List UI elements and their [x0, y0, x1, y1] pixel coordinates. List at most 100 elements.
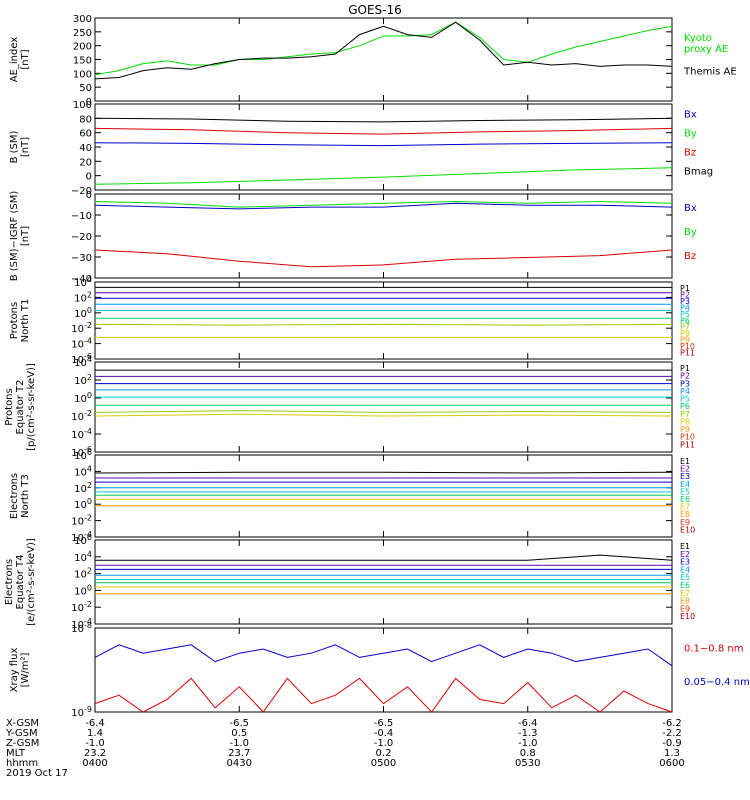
- y-tick-label: 10-2: [71, 514, 92, 528]
- panel-frame: [94, 361, 673, 453]
- tick-exponent: 2: [87, 567, 92, 576]
- ephemeris-value: -1.0: [518, 738, 538, 749]
- y-tick-label: −30: [71, 253, 92, 264]
- panel-frame: [94, 627, 673, 713]
- ephemeris-value: 1.4: [87, 728, 103, 739]
- legend-entry: P11: [680, 349, 695, 358]
- ephemeris-value: 1.3: [664, 748, 680, 759]
- ephemeris-value: -1.3: [518, 728, 538, 739]
- tick-base: 10: [71, 708, 84, 719]
- series-line-0-05-0-4-nm: [94, 644, 673, 667]
- y-tick-label: 102: [74, 567, 92, 581]
- y-axis-label: [W/m²]: [20, 652, 31, 687]
- legend-entry: P8: [680, 417, 690, 426]
- tick-exponent: -6: [84, 445, 92, 454]
- legend-entry: P8: [680, 329, 690, 338]
- y-tick-label: −10: [71, 211, 92, 222]
- legend-entry: P5: [680, 310, 690, 319]
- legend-entry: E4: [680, 480, 690, 489]
- y-axis-label: Xray flux: [9, 648, 20, 693]
- legend-entry: Bx: [684, 203, 697, 214]
- tick-exponent: 0: [87, 306, 92, 315]
- y-tick-label: 102: [74, 481, 92, 495]
- ephemeris-value: 0400: [82, 758, 107, 769]
- series-line-e1: [95, 554, 673, 561]
- tick-exponent: -4: [84, 337, 92, 346]
- y-axis-label: Protons: [9, 302, 20, 339]
- legend-entry: E9: [680, 518, 690, 527]
- ephemeris-value: -1.0: [374, 738, 394, 749]
- tick-exponent: 2: [87, 290, 92, 299]
- legend-entry: P2: [680, 372, 690, 381]
- series-line-p7: [94, 410, 673, 413]
- panel-frame: [94, 281, 673, 360]
- ephemeris-date: 2019 Oct 17: [6, 768, 68, 779]
- tick-base: 10: [71, 603, 84, 614]
- legend-entry: E8: [680, 597, 690, 606]
- ephemeris-value: 0430: [227, 758, 252, 769]
- y-tick-label: 10-4: [71, 617, 92, 631]
- y-tick-label: 20: [79, 157, 92, 168]
- tick-exponent: -2: [84, 600, 92, 609]
- legend-entry: By: [684, 128, 697, 139]
- y-tick-label: 104: [74, 275, 92, 289]
- legend-entry: P9: [680, 336, 690, 345]
- series-line-bx: [94, 202, 673, 210]
- ephemeris-value: 0.5: [231, 728, 247, 739]
- y-axis-label: Protons: [4, 388, 15, 425]
- tick-exponent: 2: [87, 481, 92, 490]
- y-tick-label: 10-8: [71, 621, 92, 635]
- y-axis-label: North T1: [20, 299, 31, 343]
- tick-base: 10: [74, 570, 87, 581]
- legend-entry: E4: [680, 565, 690, 574]
- tick-exponent: 4: [87, 550, 92, 559]
- tick-base: 10: [74, 467, 87, 478]
- y-tick-label: 60: [79, 129, 92, 140]
- tick-base: 10: [74, 278, 87, 289]
- legend-entry: E2: [680, 465, 690, 474]
- y-tick-label: 10-4: [71, 530, 92, 544]
- legend-entry: P5: [680, 395, 690, 404]
- tick-exponent: -2: [84, 321, 92, 330]
- y-tick-label: 10-9: [71, 705, 92, 719]
- tick-exponent: -4: [84, 427, 92, 436]
- tick-base: 10: [74, 358, 87, 369]
- y-tick-label: 100: [73, 69, 92, 80]
- y-tick-label: 10-4: [71, 337, 92, 351]
- y-tick-label: 250: [73, 28, 92, 39]
- tick-base: 10: [71, 448, 84, 459]
- y-tick-label: 10-2: [71, 600, 92, 614]
- legend-entry: E10: [680, 612, 695, 621]
- y-tick-label: 106: [74, 533, 92, 547]
- tick-base: 10: [71, 533, 84, 544]
- legend-entry: E6: [680, 495, 690, 504]
- legend-entry: By: [684, 227, 697, 238]
- tick-base: 10: [74, 484, 87, 495]
- y-tick-label: 104: [74, 464, 92, 478]
- legend-entry: E7: [680, 589, 690, 598]
- legend-entry: E7: [680, 503, 690, 512]
- y-tick-label: 100: [74, 391, 92, 405]
- tick-base: 10: [71, 517, 84, 528]
- legend-entry: P6: [680, 316, 690, 325]
- tick-base: 10: [71, 624, 84, 635]
- series-line-p8: [94, 413, 673, 417]
- y-tick-label: 10-2: [71, 409, 92, 423]
- y-tick-label: 0: [86, 172, 92, 183]
- tick-exponent: 0: [87, 497, 92, 506]
- y-tick-label: 106: [74, 448, 92, 462]
- ephemeris-value: 0600: [659, 758, 684, 769]
- y-tick-label: −20: [71, 232, 92, 243]
- series-line-p7: [94, 323, 673, 326]
- legend-entry: E3: [680, 558, 690, 567]
- ephemeris-label: hhmm: [6, 758, 38, 769]
- series-line-bz: [94, 249, 673, 268]
- ephemeris-label: X-GSM: [6, 718, 39, 729]
- y-tick-label: 300: [73, 14, 92, 25]
- legend-entry: E2: [680, 550, 690, 559]
- ephemeris-value: 0.2: [376, 748, 392, 759]
- legend-entry: P4: [680, 387, 690, 396]
- panel-frame: [94, 17, 673, 102]
